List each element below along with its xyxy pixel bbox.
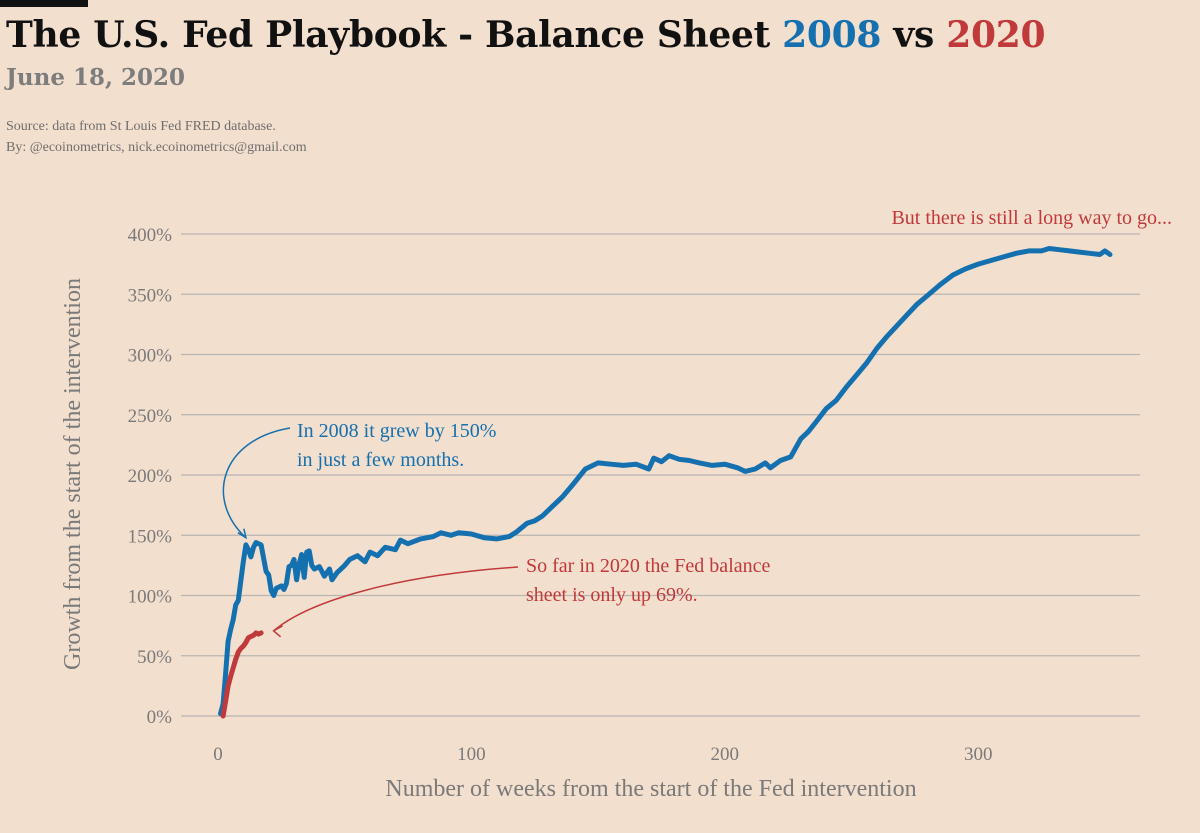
x-tick-label: 300 (964, 744, 993, 765)
series-line-2008 (218, 246, 1113, 717)
gridlines (181, 233, 1140, 717)
y-tick-label: 100% (128, 587, 173, 608)
y-tick-label: 50% (137, 647, 172, 668)
y-tick-label: 200% (128, 466, 173, 487)
x-axis-title: Number of weeks from the start of the Fe… (385, 776, 916, 802)
annotation-2008-arrowhead (237, 528, 247, 540)
annotation-2008-line1: In 2008 it grew by 150% (297, 420, 496, 442)
x-tick-label: 100 (457, 744, 486, 765)
annotation-2020-line1: So far in 2020 the Fed balance (526, 555, 770, 577)
x-tick-label: 0 (213, 744, 223, 765)
y-tick-label: 150% (128, 526, 173, 547)
author-line: By: @ecoinometrics, nick.ecoinometrics@g… (6, 140, 307, 155)
y-tick-label: 400% (128, 225, 173, 246)
annotation-long-way: But there is still a long way to go... (891, 207, 1172, 229)
title-year-2020: 2020 (946, 14, 1046, 56)
annotation-2008: In 2008 it grew by 150% in just a few mo… (222, 420, 496, 540)
series-lines (218, 246, 1113, 719)
annotation-2008-arrow (222, 427, 291, 539)
title-vs: vs (881, 14, 947, 56)
annotation-2020-arrow (273, 566, 519, 632)
y-tick-label: 250% (128, 406, 173, 427)
source-block: Source: data from St Louis Fed FRED data… (6, 116, 307, 158)
x-tick-label: 200 (711, 744, 740, 765)
x-axis-ticks: 0 100 200 300 (213, 744, 992, 765)
y-axis-title: Growth from the start of the interventio… (60, 278, 86, 670)
annotation-2008-line2: in just a few months. (297, 449, 464, 471)
y-tick-label: 350% (128, 285, 173, 306)
series-line-2020 (220, 630, 264, 719)
annotation-2020-line2: sheet is only up 69%. (526, 584, 698, 606)
y-axis-ticks: 0% 50% 100% 150% 200% 250% 300% 350% 400% (128, 225, 173, 728)
y-tick-label: 300% (128, 346, 173, 367)
annotation-2020: So far in 2020 the Fed balance sheet is … (272, 555, 770, 638)
title-year-2008: 2008 (782, 14, 882, 56)
source-line: Source: data from St Louis Fed FRED data… (6, 119, 276, 134)
y-tick-label: 0% (147, 707, 173, 728)
annotation-2020-arrowhead (272, 625, 283, 638)
chart-title: The U.S. Fed Playbook - Balance Sheet 20… (6, 14, 1046, 56)
title-prefix: The U.S. Fed Playbook - Balance Sheet (6, 14, 783, 56)
corner-accent-bar (0, 0, 88, 7)
chart-date: June 18, 2020 (6, 64, 186, 91)
